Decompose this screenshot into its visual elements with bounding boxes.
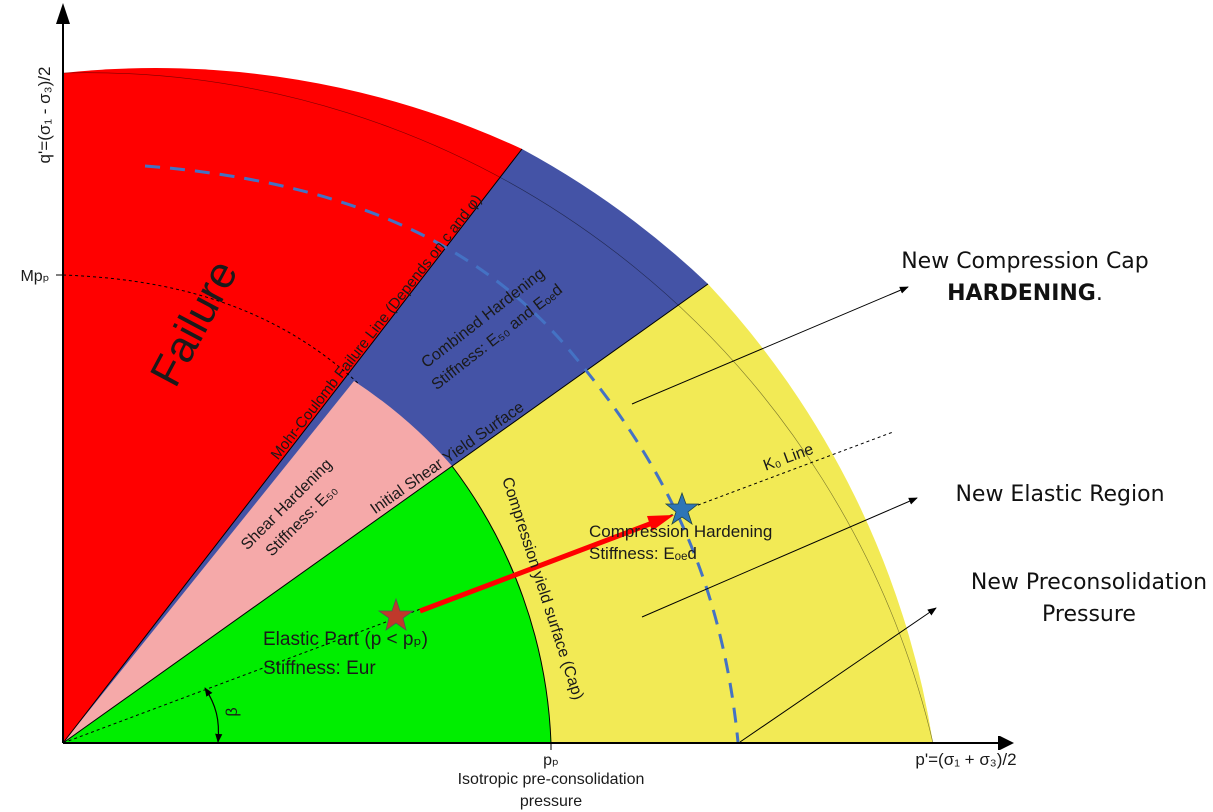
k0-line <box>62 431 894 744</box>
elastic-line1: Elastic Part (p < pₚ) <box>263 629 428 650</box>
end-state-star <box>664 491 700 526</box>
beta-angle-arc <box>204 687 223 743</box>
cap-hardening-pointer <box>631 286 909 405</box>
x-axis-arrowhead <box>998 736 1014 750</box>
elastic-region <box>63 466 551 743</box>
new-preconsolidation-annotation: New Preconsolidation Pressure <box>960 567 1213 631</box>
initial-shear-yield-line <box>62 283 709 744</box>
stress-path-arrow <box>419 519 656 614</box>
new-cap-line1: New Compression Cap <box>901 249 1149 274</box>
beta-label: β <box>224 707 241 716</box>
x-axis-label: p'=(σ₁ + σ₃)/2 <box>915 750 1016 769</box>
shear-hardening-region <box>63 381 452 743</box>
y-axis-arrowhead <box>56 3 70 24</box>
elastic-line2: Stiffness: Eur <box>263 658 376 679</box>
y-axis-label: q'=(σ₁ - σ₃)/2 <box>35 67 54 164</box>
elastic-region-pointer <box>641 497 918 618</box>
new-preconsol-line1: New Preconsolidation <box>970 570 1208 595</box>
y-tick-label: Mpₚ <box>20 268 49 285</box>
failure-region <box>63 68 522 744</box>
new-cap-dashed-curve <box>144 164 740 743</box>
hardening-bold: HARDENING <box>947 281 1096 306</box>
x-tick-caption-line2: pressure <box>520 793 582 810</box>
new-preconsol-line2: Pressure <box>1042 602 1136 627</box>
hardening-suffix: . <box>1095 281 1103 306</box>
preconsolidation-pointer <box>739 607 937 743</box>
compression-hardening-line2: Stiffness: Eₒₑd <box>589 544 697 563</box>
new-cap-line2: HARDENING. <box>880 278 1170 310</box>
compression-hardening-line1: Compression Hardening <box>589 522 772 541</box>
cap-yield-surface <box>451 465 552 744</box>
start-state-star <box>377 597 415 631</box>
stress-path-arrowhead <box>647 515 674 531</box>
new-cap-hardening-annotation: New Compression Cap HARDENING. <box>880 246 1170 310</box>
outer-boundary <box>62 72 934 744</box>
x-tick-caption-line1: Isotropic pre-consolidation <box>458 771 645 788</box>
x-tick-label: pₚ <box>543 752 559 769</box>
new-elastic-region-annotation: New Elastic Region <box>955 482 1165 507</box>
